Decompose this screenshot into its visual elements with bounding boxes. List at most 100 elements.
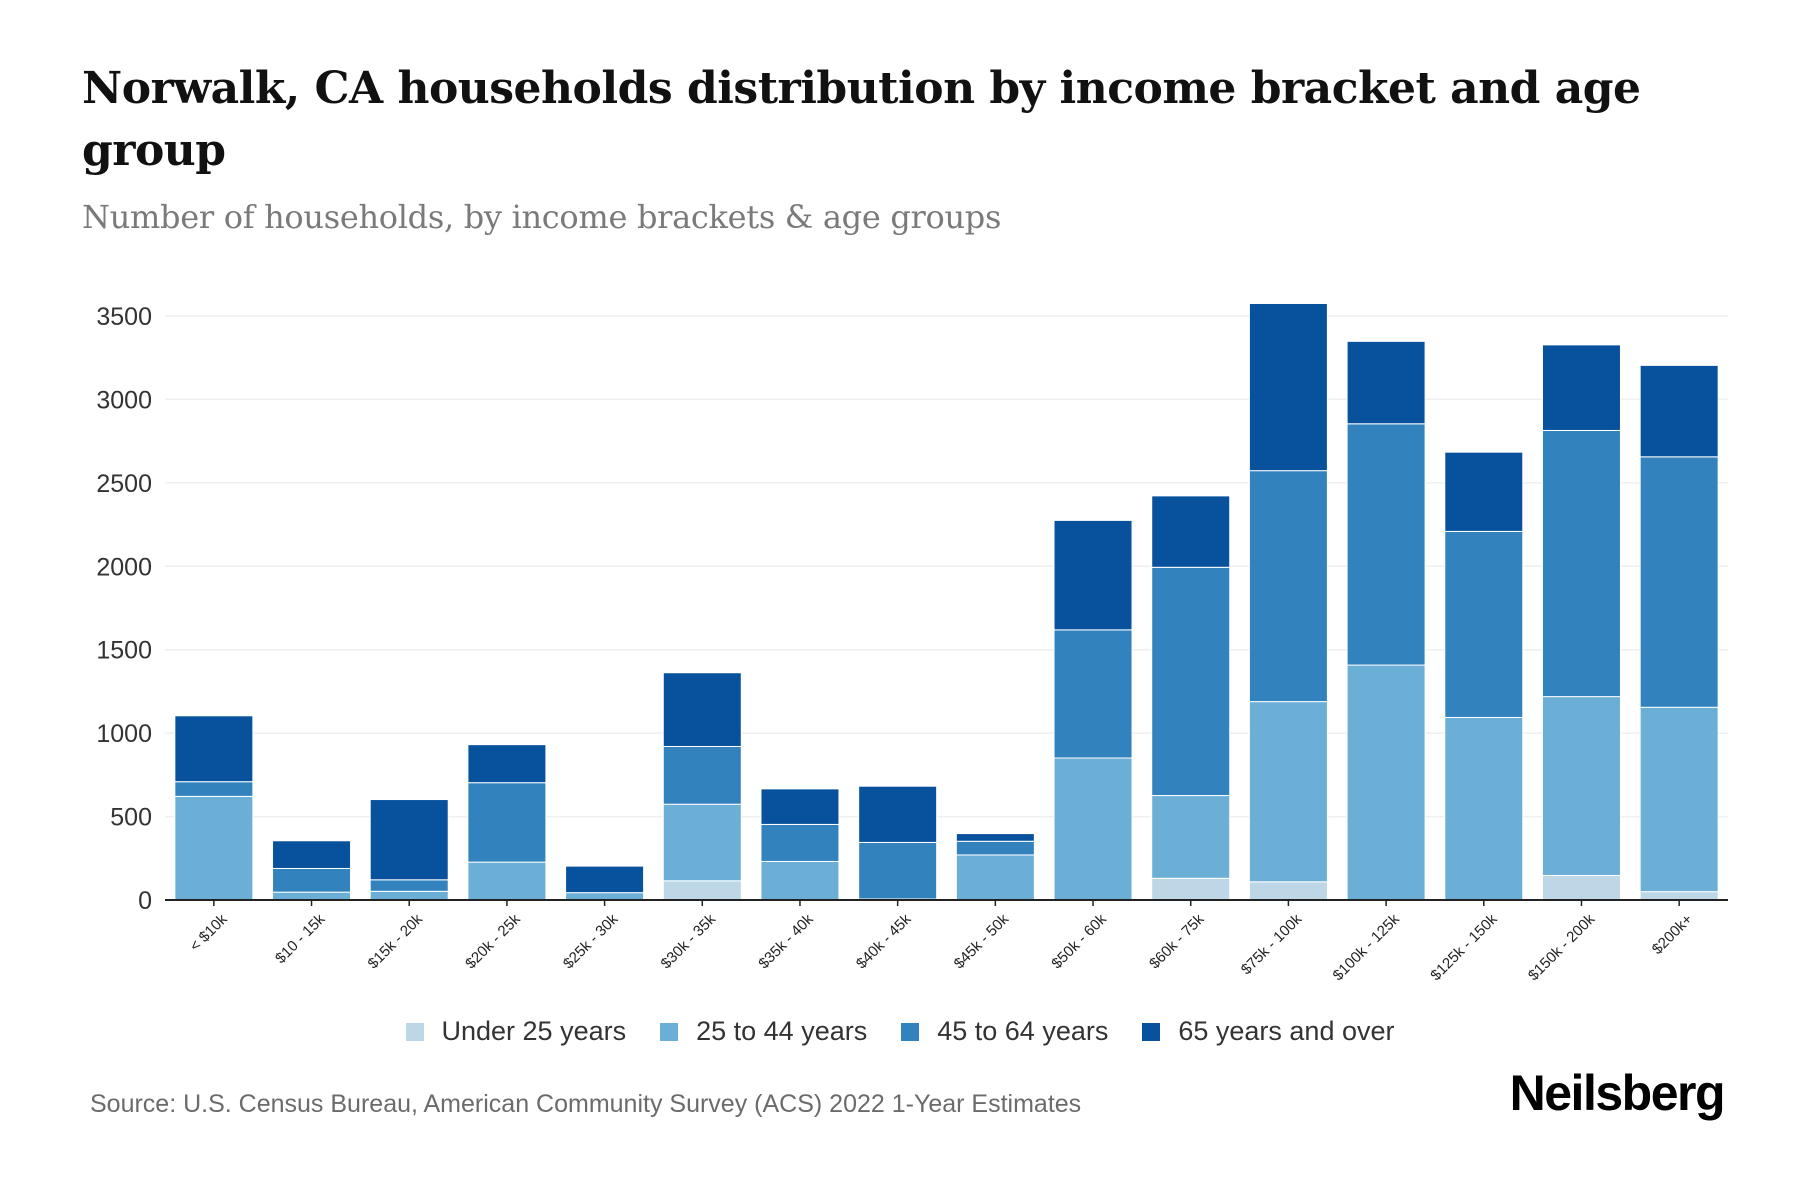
bar-segment-45-to-64-years [760, 823, 840, 862]
bar-segment-25-to-44-years [760, 860, 840, 901]
bar-segment-45-to-64-years [955, 840, 1035, 856]
bar-segment-25-to-44-years [565, 892, 645, 901]
x-tick-label: $60k - 75k [1146, 910, 1208, 972]
bar-segment-under-25-years [662, 880, 742, 901]
bar-segment-45-to-64-years [1346, 423, 1426, 666]
bar-segment-45-to-64-years [858, 841, 938, 900]
legend-label: Under 25 years [441, 1016, 627, 1046]
bar-stack [858, 785, 938, 901]
bar-segment-45-to-64-years [1053, 629, 1133, 759]
stacked-bar-chart: 0 500 1000 1500 2000 2500 3000 3500 < $10k $10 -… [96, 302, 1728, 984]
bar-segment-25-to-44-years [174, 795, 254, 901]
bar-segment-65-years-and-over [369, 799, 449, 881]
bar-segment-45-to-64-years [369, 879, 449, 892]
x-tick-label: $35k - 40k [755, 910, 817, 972]
bar-segment-65-years-and-over [858, 785, 938, 843]
bar-stack [955, 833, 1035, 901]
bar-segment-45-to-64-years [467, 782, 547, 863]
bar-segment-under-25-years [1248, 881, 1328, 901]
bar-stack [272, 840, 352, 901]
legend-label: 25 to 44 years [696, 1016, 868, 1046]
x-axis-ticks: < $10k $10 - 15k $15k - 20k $20k - 25k $25k … [187, 900, 1696, 984]
bar-segment-under-25-years [1639, 891, 1719, 901]
y-tick-label: 2000 [96, 553, 152, 581]
legend-item: 45 to 64 years [901, 1016, 1108, 1047]
neilsberg-logo: Neilsberg [1509, 1065, 1726, 1121]
bar-segment-25-to-44-years [1639, 706, 1719, 893]
bar-segment-45-to-64-years [662, 745, 742, 805]
x-tick-label: $15k - 20k [364, 910, 426, 972]
bar-segment-65-years-and-over [467, 744, 547, 784]
bar-segment-25-to-44-years [1151, 795, 1231, 879]
bar-segment-45-to-64-years [272, 867, 352, 893]
bar-stack [1346, 340, 1426, 901]
y-tick-label: 3000 [96, 386, 152, 414]
y-tick-label: 3500 [96, 303, 152, 331]
legend-swatch [660, 1022, 679, 1041]
bar-stack [1639, 364, 1719, 901]
y-tick-label: 0 [138, 887, 152, 915]
x-tick-label: $50k - 60k [1048, 910, 1110, 972]
x-tick-label: < $10k [187, 910, 232, 955]
bar-segment-45-to-64-years [1248, 470, 1328, 703]
bar-segment-25-to-44-years [1444, 716, 1524, 901]
x-tick-label: $200k+ [1649, 911, 1696, 958]
y-tick-label: 2500 [96, 470, 152, 498]
bar-stack [565, 865, 645, 901]
legend-swatch [901, 1022, 920, 1041]
chart-title: Norwalk, CA households distribution by i… [82, 63, 1641, 176]
y-tick-label: 1500 [96, 637, 152, 665]
x-tick-label: $125k - 150k [1427, 910, 1501, 984]
bar-segment-65-years-and-over [272, 840, 352, 869]
bar-stack [1444, 451, 1524, 901]
bar-segment-45-to-64-years [1444, 530, 1524, 718]
x-tick-label: $45k - 50k [951, 910, 1013, 972]
bar-segment-45-to-64-years [1639, 456, 1719, 708]
legend-swatch [1142, 1022, 1161, 1041]
bar-segment-25-to-44-years [1346, 664, 1426, 901]
bar-segment-65-years-and-over [662, 672, 742, 747]
legend: Under 25 years 25 to 44 years 45 to 64 yea… [0, 1016, 1800, 1047]
legend-label: 45 to 64 years [937, 1016, 1109, 1046]
bar-segment-65-years-and-over [1541, 344, 1621, 431]
bar-segment-25-to-44-years [369, 890, 449, 901]
bar-stack [1053, 519, 1133, 901]
legend-label: 65 years and over [1178, 1016, 1395, 1046]
bar-stack [174, 715, 254, 901]
x-tick-label: $10 - 15k [272, 910, 329, 967]
x-tick-label: $40k - 45k [853, 910, 915, 972]
bar-segment-25-to-44-years [1053, 757, 1133, 901]
bars [174, 302, 1719, 901]
y-tick-label: 500 [110, 804, 152, 832]
y-axis-ticks: 0 500 1000 1500 2000 2500 3000 3500 [96, 303, 152, 915]
legend-item: 25 to 44 years [660, 1016, 867, 1047]
bar-segment-25-to-44-years [272, 891, 352, 901]
x-tick-label: $20k - 25k [462, 910, 524, 972]
bar-segment-25-to-44-years [1541, 696, 1621, 876]
legend-swatch [405, 1022, 424, 1041]
x-tick-label: $25k - 30k [560, 910, 622, 972]
bar-segment-65-years-and-over [1444, 451, 1524, 532]
legend-item: 65 years and over [1142, 1016, 1395, 1047]
bar-segment-45-to-64-years [1541, 429, 1621, 698]
bar-segment-65-years-and-over [1053, 519, 1133, 631]
y-tick-label: 1000 [96, 720, 152, 748]
legend-item: Under 25 years [405, 1016, 627, 1047]
x-tick-label: $100k - 125k [1330, 910, 1404, 984]
bar-stack [467, 744, 547, 901]
bar-segment-under-25-years [1541, 874, 1621, 901]
bar-segment-65-years-and-over [1346, 340, 1426, 425]
bar-segment-25-to-44-years [662, 803, 742, 882]
bar-stack [1248, 302, 1328, 901]
bar-segment-25-to-44-years [467, 861, 547, 901]
bar-segment-25-to-44-years [955, 854, 1035, 901]
bar-segment-65-years-and-over [565, 865, 645, 894]
x-tick-label: $30k - 35k [658, 910, 720, 972]
bar-segment-65-years-and-over [760, 788, 840, 825]
bar-stack [662, 672, 742, 901]
source-note: Source: U.S. Census Bureau, American Com… [90, 1090, 1082, 1118]
bar-segment-65-years-and-over [955, 833, 1035, 842]
bar-stack [760, 788, 840, 901]
bar-segment-65-years-and-over [1248, 302, 1328, 472]
bar-segment-65-years-and-over [1151, 495, 1231, 568]
